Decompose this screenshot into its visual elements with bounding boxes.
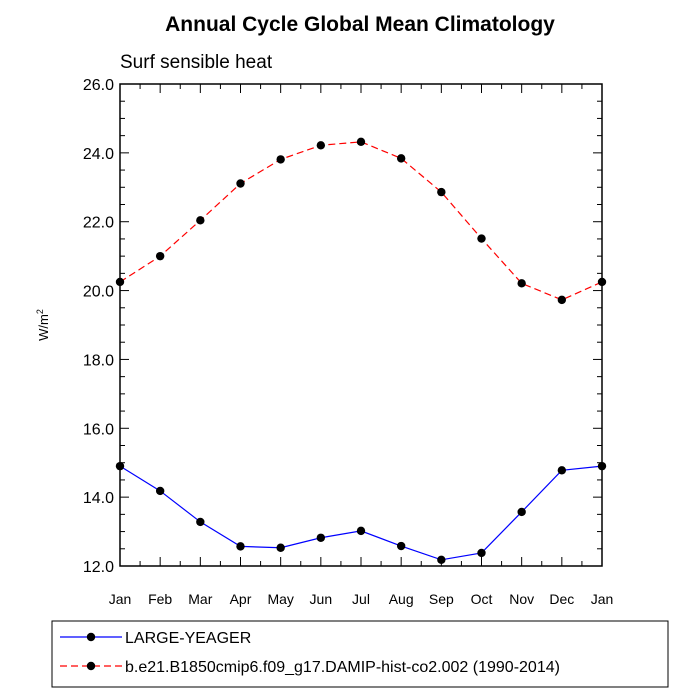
data-point [396,541,406,551]
data-point [557,295,567,305]
x-tick-label: May [267,591,293,607]
x-tick-label: Feb [148,591,172,607]
x-tick-label: Jul [352,591,370,607]
x-tick-label: Apr [230,591,252,607]
y-tick-label: 14.0 [83,490,114,507]
x-tick-label: Sep [429,591,454,607]
x-tick-label: Aug [389,591,414,607]
data-point [477,548,486,558]
x-tick-label: Mar [188,591,212,607]
x-tick-label: Nov [509,591,534,607]
data-point [437,555,446,565]
series-line-1 [119,465,603,561]
data-point [155,251,165,261]
data-point [196,216,205,225]
data-point [517,507,526,517]
data-point [316,533,326,542]
data-point [356,137,366,147]
y-tick-label: 20.0 [83,284,114,301]
y-axis-label-base: W/m [36,314,51,341]
svg-text:W/m2: W/m2 [35,309,51,341]
data-point [236,179,245,188]
x-tick-label: Jan [591,591,614,607]
y-tick-label: 26.0 [83,77,114,94]
chart-title: Annual Cycle Global Mean Climatology [165,13,555,36]
data-point [477,234,486,243]
axis-tick-labels: 12.0 14.0 16.0 18.0 20.0 22.0 24.0 26.0 Jan Feb Ma… [83,77,613,607]
data-point [276,543,285,552]
y-tick-label: 12.0 [83,559,114,576]
data-point [196,517,205,527]
y-axis-label: W/m2 [35,309,51,341]
data-point [276,155,285,164]
axis-ticks [119,83,603,567]
y-tick-label: 24.0 [83,146,114,163]
x-tick-label: Jan [109,591,132,607]
series-line-2 [119,141,603,301]
legend-marker-1 [86,632,96,642]
legend-marker-2 [86,661,96,671]
y-tick-label: 16.0 [83,421,114,438]
data-point [557,466,567,475]
y-tick-label: 22.0 [83,215,114,232]
legend: LARGE-YEAGER b.e21.B1850cmip6.f09_g17.DAM… [51,620,669,688]
plot-frame [119,83,603,567]
y-tick-label: 18.0 [83,352,114,369]
series-layer [115,137,607,565]
chart-subtitle: Surf sensible heat [120,52,273,73]
data-point [236,542,245,551]
legend-label-2: b.e21.B1850cmip6.f09_g17.DAMIP-hist-co2.… [125,659,560,676]
data-point [396,154,406,163]
data-point [356,526,366,536]
x-tick-label: Dec [549,591,574,607]
x-tick-label: Jun [310,591,333,607]
data-point [155,486,165,496]
x-tick-label: Oct [471,591,493,607]
legend-label-1: LARGE-YEAGER [125,630,251,647]
legend-box [51,620,669,688]
data-point [517,279,526,288]
data-point [437,187,446,197]
y-axis-label-superscript: 2 [35,309,45,314]
data-point [316,141,326,150]
